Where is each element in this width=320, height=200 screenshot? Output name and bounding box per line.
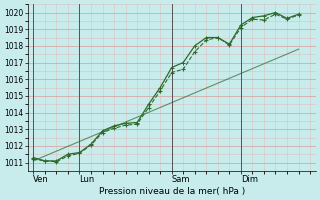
X-axis label: Pression niveau de la mer( hPa ): Pression niveau de la mer( hPa ) (99, 187, 245, 196)
